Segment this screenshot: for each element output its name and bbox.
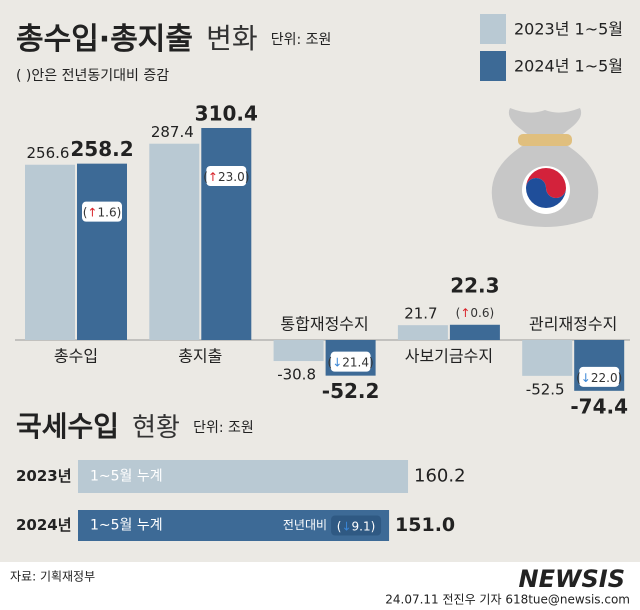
credit: 24.07.11 전진우 기자 618tue@newsis.com — [385, 593, 630, 607]
value-label: 310.4 — [195, 101, 258, 125]
legend-swatch — [480, 51, 506, 81]
bar — [397, 325, 448, 340]
unit: 단위: 조원 — [271, 32, 332, 48]
money-bag-icon — [491, 108, 599, 227]
legend-label: 2024년 1~5월 — [514, 57, 623, 76]
title-sub: 현황 — [132, 413, 180, 443]
bar — [201, 127, 252, 341]
chart-title: 총수입·총지출 변화 단위: 조원 — [16, 22, 331, 57]
change-label: (↓21.4) — [328, 355, 374, 369]
source: 자료: 기획재정부 — [10, 570, 95, 584]
value-label: 256.6 — [27, 144, 70, 162]
change-label: (↑0.6) — [456, 305, 495, 319]
legend-label: 2023년 1~5월 — [514, 20, 623, 39]
value-label: 151.0 — [395, 514, 455, 536]
value-label: -52.5 — [526, 380, 565, 398]
bar — [25, 164, 75, 340]
change-pill — [206, 165, 247, 186]
category-label: 관리재정수지 — [529, 315, 617, 334]
change-label: (↑1.6) — [83, 205, 122, 219]
change-label: (↓9.1) — [337, 519, 376, 533]
title-main: 국세수입 — [16, 410, 119, 443]
value-label: 21.7 — [404, 305, 437, 323]
bar — [149, 143, 200, 340]
value-label: 258.2 — [70, 137, 133, 161]
footer-background — [0, 562, 640, 610]
category-label: 총수입 — [54, 347, 98, 366]
category-label: 2023년 — [16, 467, 72, 485]
change-text: 전년대비 — [283, 518, 327, 532]
bar-label: 1~5월 누계 — [90, 518, 163, 534]
bar-label: 1~5월 누계 — [90, 469, 163, 485]
title-sub: 변화 — [206, 22, 258, 55]
value-label: -74.4 — [570, 394, 628, 418]
change-pill — [330, 351, 371, 372]
note: ( )안은 전년동기대비 증감 — [16, 68, 169, 84]
category-label: 통합재정수지 — [280, 315, 368, 334]
chart-title: 국세수입 현황 단위: 조원 — [16, 410, 254, 443]
title-main: 총수입·총지출 — [16, 22, 193, 57]
category-label: 총지출 — [178, 347, 222, 366]
change-pill — [331, 515, 382, 536]
category-label: 사보기금수지 — [405, 347, 493, 366]
legend-swatch — [480, 14, 506, 44]
value-label: -52.2 — [322, 379, 380, 403]
change-pill — [579, 366, 620, 387]
logo: NEWSIS — [519, 565, 625, 593]
bar — [77, 163, 127, 340]
bar — [78, 460, 409, 493]
bar — [449, 324, 500, 340]
value-label: 160.2 — [414, 466, 466, 487]
change-pill — [82, 201, 122, 222]
unit: 단위: 조원 — [193, 420, 254, 436]
bar — [273, 340, 324, 362]
value-label: -30.8 — [277, 366, 316, 384]
value-label: 287.4 — [151, 123, 194, 141]
change-label: (↓22.0) — [576, 370, 622, 384]
value-label: 22.3 — [450, 273, 499, 297]
change-label: (↑23.0) — [203, 169, 249, 183]
bar — [522, 340, 573, 376]
category-label: 2024년 — [16, 516, 72, 534]
